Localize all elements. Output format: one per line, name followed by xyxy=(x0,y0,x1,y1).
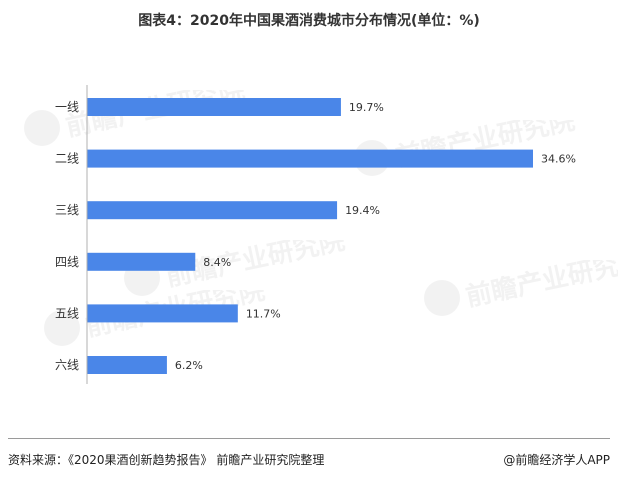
value-label: 19.7% xyxy=(349,101,384,114)
value-label: 34.6% xyxy=(541,153,576,166)
category-label: 二线 xyxy=(55,152,79,166)
category-label: 三线 xyxy=(55,203,79,217)
bar-chart: 一线 19.7% 二线 34.6% 三线 19.4% 四线 8.4% 五线 11.7% 六线 6.2% xyxy=(55,85,576,384)
footer-divider xyxy=(8,438,610,439)
bar-6 xyxy=(87,356,167,374)
chart-title: 图表4：2020年中国果酒消费城市分布情况(单位：%) xyxy=(138,13,480,29)
category-label: 五线 xyxy=(55,306,79,320)
value-label: 6.2% xyxy=(175,359,203,372)
footer-source: 资料来源：《2020果酒创新趋势报告》 前瞻产业研究院整理 xyxy=(8,453,325,467)
bar-2 xyxy=(87,149,533,168)
value-label: 8.4% xyxy=(203,256,231,269)
value-label: 11.7% xyxy=(246,307,281,320)
category-label: 一线 xyxy=(55,100,79,114)
bar-5 xyxy=(87,304,238,323)
footer-brand: @前瞻经济学人APP xyxy=(503,453,610,467)
value-label: 19.4% xyxy=(345,204,380,217)
category-label: 六线 xyxy=(55,358,79,372)
bar-3 xyxy=(87,201,338,220)
category-label: 四线 xyxy=(55,255,79,269)
bar-4 xyxy=(87,252,196,271)
bar-1 xyxy=(87,98,341,116)
